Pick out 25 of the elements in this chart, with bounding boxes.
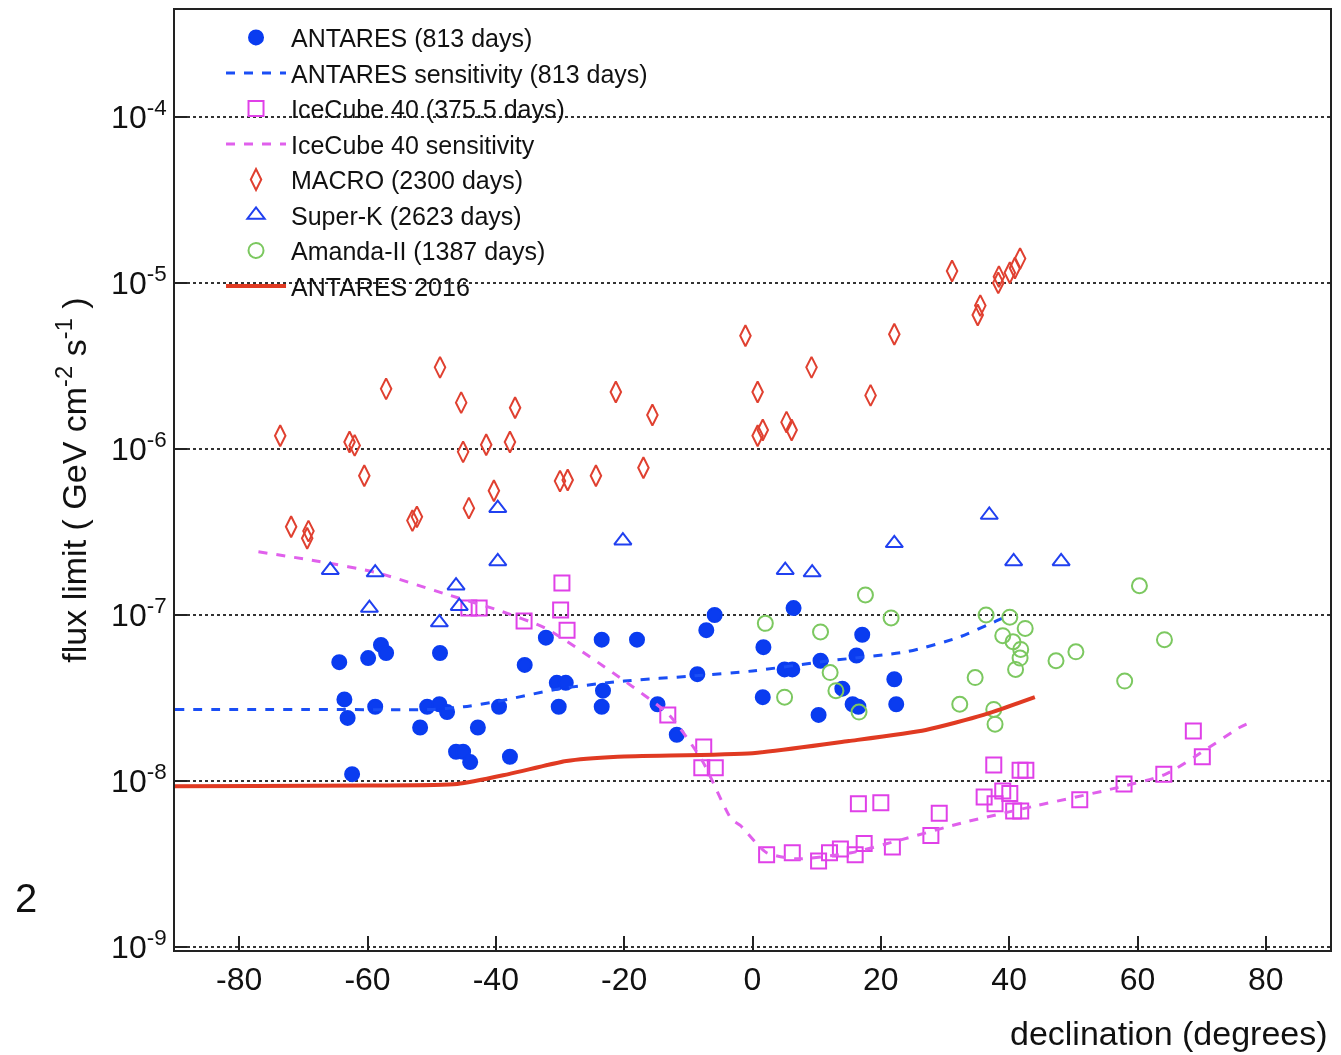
x-axis-title: declination (degrees) bbox=[1010, 1014, 1328, 1052]
legend-label: ANTARES (813 days) bbox=[291, 24, 533, 53]
legend-label: MACRO (2300 days) bbox=[291, 166, 524, 195]
y-tick-label: 10$^{-6}$ bbox=[111, 426, 167, 468]
x-tick-label: -40 bbox=[472, 961, 519, 998]
x-tick-label: 20 bbox=[863, 961, 899, 998]
x-tick-label: -80 bbox=[216, 961, 263, 998]
x-tick-label: 40 bbox=[991, 961, 1027, 998]
legend-label: IceCube 40 (375.5 days) bbox=[291, 95, 565, 124]
y-tick-label: 10$^{-9}$ bbox=[111, 924, 167, 966]
legend-label: Super-K (2623 days) bbox=[291, 201, 522, 230]
y-tick-label: 10$^{-8}$ bbox=[111, 758, 167, 800]
x-tick-label: 0 bbox=[743, 961, 762, 998]
x-tick-label: -60 bbox=[344, 961, 391, 998]
legend-label: Amanda-II (1387 days) bbox=[291, 237, 546, 266]
y-tick-label: 10$^{-4}$ bbox=[111, 94, 167, 136]
text: 2 bbox=[15, 876, 38, 920]
y-tick-label: 10$^{-7}$ bbox=[111, 592, 167, 634]
x-tick-label: -20 bbox=[601, 961, 648, 998]
x-tick-label: 80 bbox=[1248, 961, 1284, 998]
legend-label: IceCube 40 sensitivity bbox=[291, 130, 535, 159]
x-tick-label: 60 bbox=[1119, 961, 1156, 998]
legend-label: ANTARES sensitivity (813 days) bbox=[291, 59, 648, 88]
legend-label: ANTARES 2016 bbox=[291, 272, 470, 301]
y-tick-label: 10$^{-5}$ bbox=[111, 260, 167, 302]
